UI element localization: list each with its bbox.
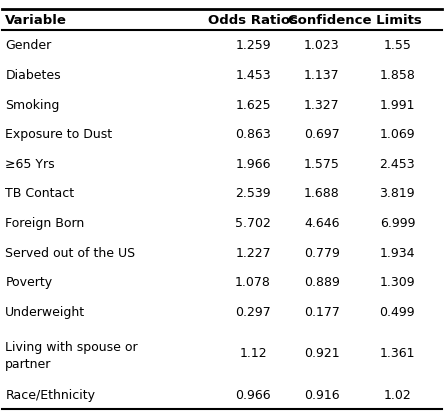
Text: 0.921: 0.921 [304,346,340,359]
Text: 0.916: 0.916 [304,388,340,401]
Text: 6.999: 6.999 [380,216,415,229]
Text: ≥65 Yrs: ≥65 Yrs [5,157,55,170]
Text: 1.02: 1.02 [384,388,411,401]
Text: Poverty: Poverty [5,275,52,288]
Text: Underweight: Underweight [5,305,85,318]
Text: 1.023: 1.023 [304,39,340,52]
Text: 1.327: 1.327 [304,98,340,111]
Text: 0.499: 0.499 [380,305,415,318]
Text: Variable: Variable [5,14,67,27]
Text: 1.688: 1.688 [304,187,340,200]
Text: 1.575: 1.575 [304,157,340,170]
Text: Odds Ratios: Odds Ratios [208,14,298,27]
Text: 0.779: 0.779 [304,246,340,259]
Text: 1.453: 1.453 [235,69,271,82]
Text: 2.453: 2.453 [380,157,415,170]
Text: 0.889: 0.889 [304,275,340,288]
Text: TB Contact: TB Contact [5,187,75,200]
Text: 0.966: 0.966 [235,388,271,401]
Text: partner: partner [5,358,52,370]
Text: Diabetes: Diabetes [5,69,61,82]
Text: Served out of the US: Served out of the US [5,246,135,259]
Text: 1.934: 1.934 [380,246,415,259]
Text: Foreign Born: Foreign Born [5,216,84,229]
Text: 1.309: 1.309 [380,275,415,288]
Text: 0.863: 0.863 [235,128,271,141]
Text: 4.646: 4.646 [304,216,340,229]
Text: 0.697: 0.697 [304,128,340,141]
Text: 1.259: 1.259 [235,39,271,52]
Text: Gender: Gender [5,39,52,52]
Text: 2.539: 2.539 [235,187,271,200]
Text: 1.12: 1.12 [239,346,267,359]
Text: 1.991: 1.991 [380,98,415,111]
Text: 1.137: 1.137 [304,69,340,82]
Text: Smoking: Smoking [5,98,59,111]
Text: 1.361: 1.361 [380,346,415,359]
Text: 1.55: 1.55 [384,39,411,52]
Text: 1.966: 1.966 [235,157,271,170]
Text: 1.069: 1.069 [380,128,415,141]
Text: 1.625: 1.625 [235,98,271,111]
Text: 0.297: 0.297 [235,305,271,318]
Text: 1.078: 1.078 [235,275,271,288]
Text: 1.858: 1.858 [380,69,415,82]
Text: Confidence Limits: Confidence Limits [288,14,422,27]
Text: 5.702: 5.702 [235,216,271,229]
Text: 1.227: 1.227 [235,246,271,259]
Text: 3.819: 3.819 [380,187,415,200]
Text: Race/Ethnicity: Race/Ethnicity [5,388,95,401]
Text: Exposure to Dust: Exposure to Dust [5,128,112,141]
Text: Living with spouse or: Living with spouse or [5,340,138,353]
Text: 0.177: 0.177 [304,305,340,318]
